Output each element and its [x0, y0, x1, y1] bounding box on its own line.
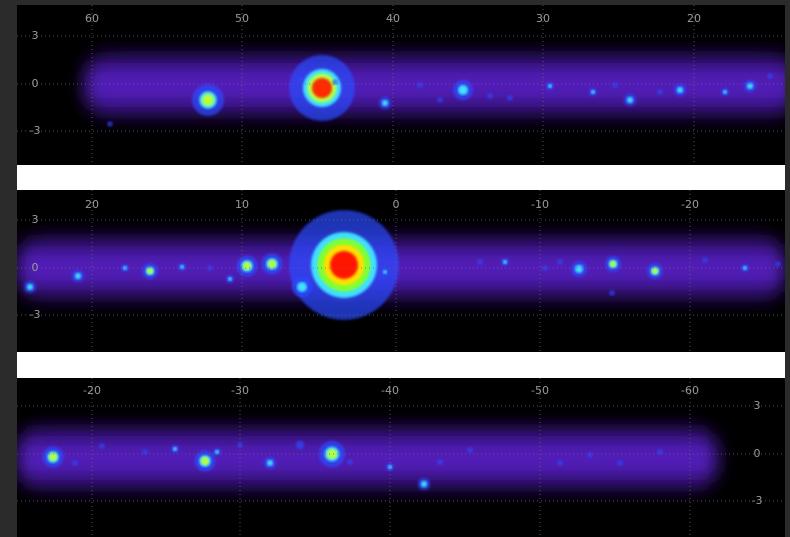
source — [587, 452, 593, 458]
source — [267, 460, 273, 466]
source — [702, 257, 708, 263]
source — [173, 447, 177, 451]
sky-panel: -20 -30 -40 -50 -60 3 0 -3 — [17, 378, 785, 537]
source — [437, 459, 443, 465]
source — [75, 273, 81, 279]
y-tick-label: -3 — [30, 124, 41, 137]
x-tick-label: 40 — [386, 12, 400, 25]
source — [610, 261, 616, 267]
source — [557, 259, 563, 265]
source — [467, 447, 473, 453]
x-tick-label: 10 — [235, 198, 249, 211]
x-tick-label: 0 — [393, 198, 400, 211]
source — [417, 82, 423, 88]
source — [477, 259, 483, 265]
source — [723, 90, 727, 94]
x-tick-label: -10 — [531, 198, 549, 211]
galactic-band — [17, 425, 717, 491]
separator — [17, 165, 785, 190]
source — [612, 82, 618, 88]
source — [202, 94, 214, 106]
x-tick-label: -20 — [83, 384, 101, 397]
source — [575, 265, 583, 273]
source — [383, 270, 387, 274]
source — [458, 85, 468, 95]
source — [347, 459, 353, 465]
source — [421, 481, 427, 487]
y-tick-label: 3 — [32, 29, 39, 42]
separator — [17, 352, 785, 378]
source — [382, 100, 388, 106]
source — [147, 268, 153, 274]
source — [297, 282, 307, 292]
source — [243, 262, 251, 270]
source — [297, 77, 303, 83]
y-tick-label: 3 — [32, 213, 39, 226]
sky-survey-view: 605040302030-320100-10-2030-3-20-30-40-5… — [0, 0, 790, 537]
source — [72, 460, 78, 466]
source — [591, 90, 595, 94]
source — [268, 260, 276, 268]
source — [775, 261, 781, 267]
source — [677, 87, 683, 93]
source — [557, 460, 563, 466]
source — [27, 284, 33, 290]
source — [437, 97, 443, 103]
source — [228, 277, 232, 281]
source — [330, 251, 358, 279]
x-tick-label: 60 — [85, 12, 99, 25]
x-tick-label: 30 — [536, 12, 550, 25]
source — [99, 443, 105, 449]
source — [617, 460, 623, 466]
source — [609, 290, 615, 296]
source — [548, 84, 552, 88]
source — [652, 268, 658, 274]
source — [296, 441, 304, 449]
y-tick-label: -3 — [30, 308, 41, 321]
y-tick-label: 0 — [754, 447, 761, 460]
x-tick-label: -30 — [231, 384, 249, 397]
x-tick-label: 20 — [85, 198, 99, 211]
x-tick-label: -60 — [681, 384, 699, 397]
source — [312, 78, 332, 98]
source — [201, 457, 209, 465]
x-tick-label: -40 — [381, 384, 399, 397]
x-tick-label: 20 — [687, 12, 701, 25]
y-tick-label: 0 — [32, 261, 39, 274]
x-tick-label: -50 — [531, 384, 549, 397]
x-tick-label: 50 — [235, 12, 249, 25]
galactic-band — [85, 52, 790, 118]
source — [487, 93, 493, 99]
source — [327, 449, 337, 459]
y-tick-label: 3 — [754, 399, 761, 412]
source — [507, 95, 513, 101]
y-tick-label: 0 — [32, 77, 39, 90]
source — [627, 97, 633, 103]
source — [107, 121, 113, 127]
source — [503, 260, 507, 264]
source — [767, 73, 773, 79]
source — [215, 450, 219, 454]
source — [657, 89, 663, 95]
x-tick-label: -20 — [681, 198, 699, 211]
y-tick-label: -3 — [752, 494, 763, 507]
sky-panel: 20 10 0 -10 -20 3 0 -3 — [17, 190, 785, 352]
